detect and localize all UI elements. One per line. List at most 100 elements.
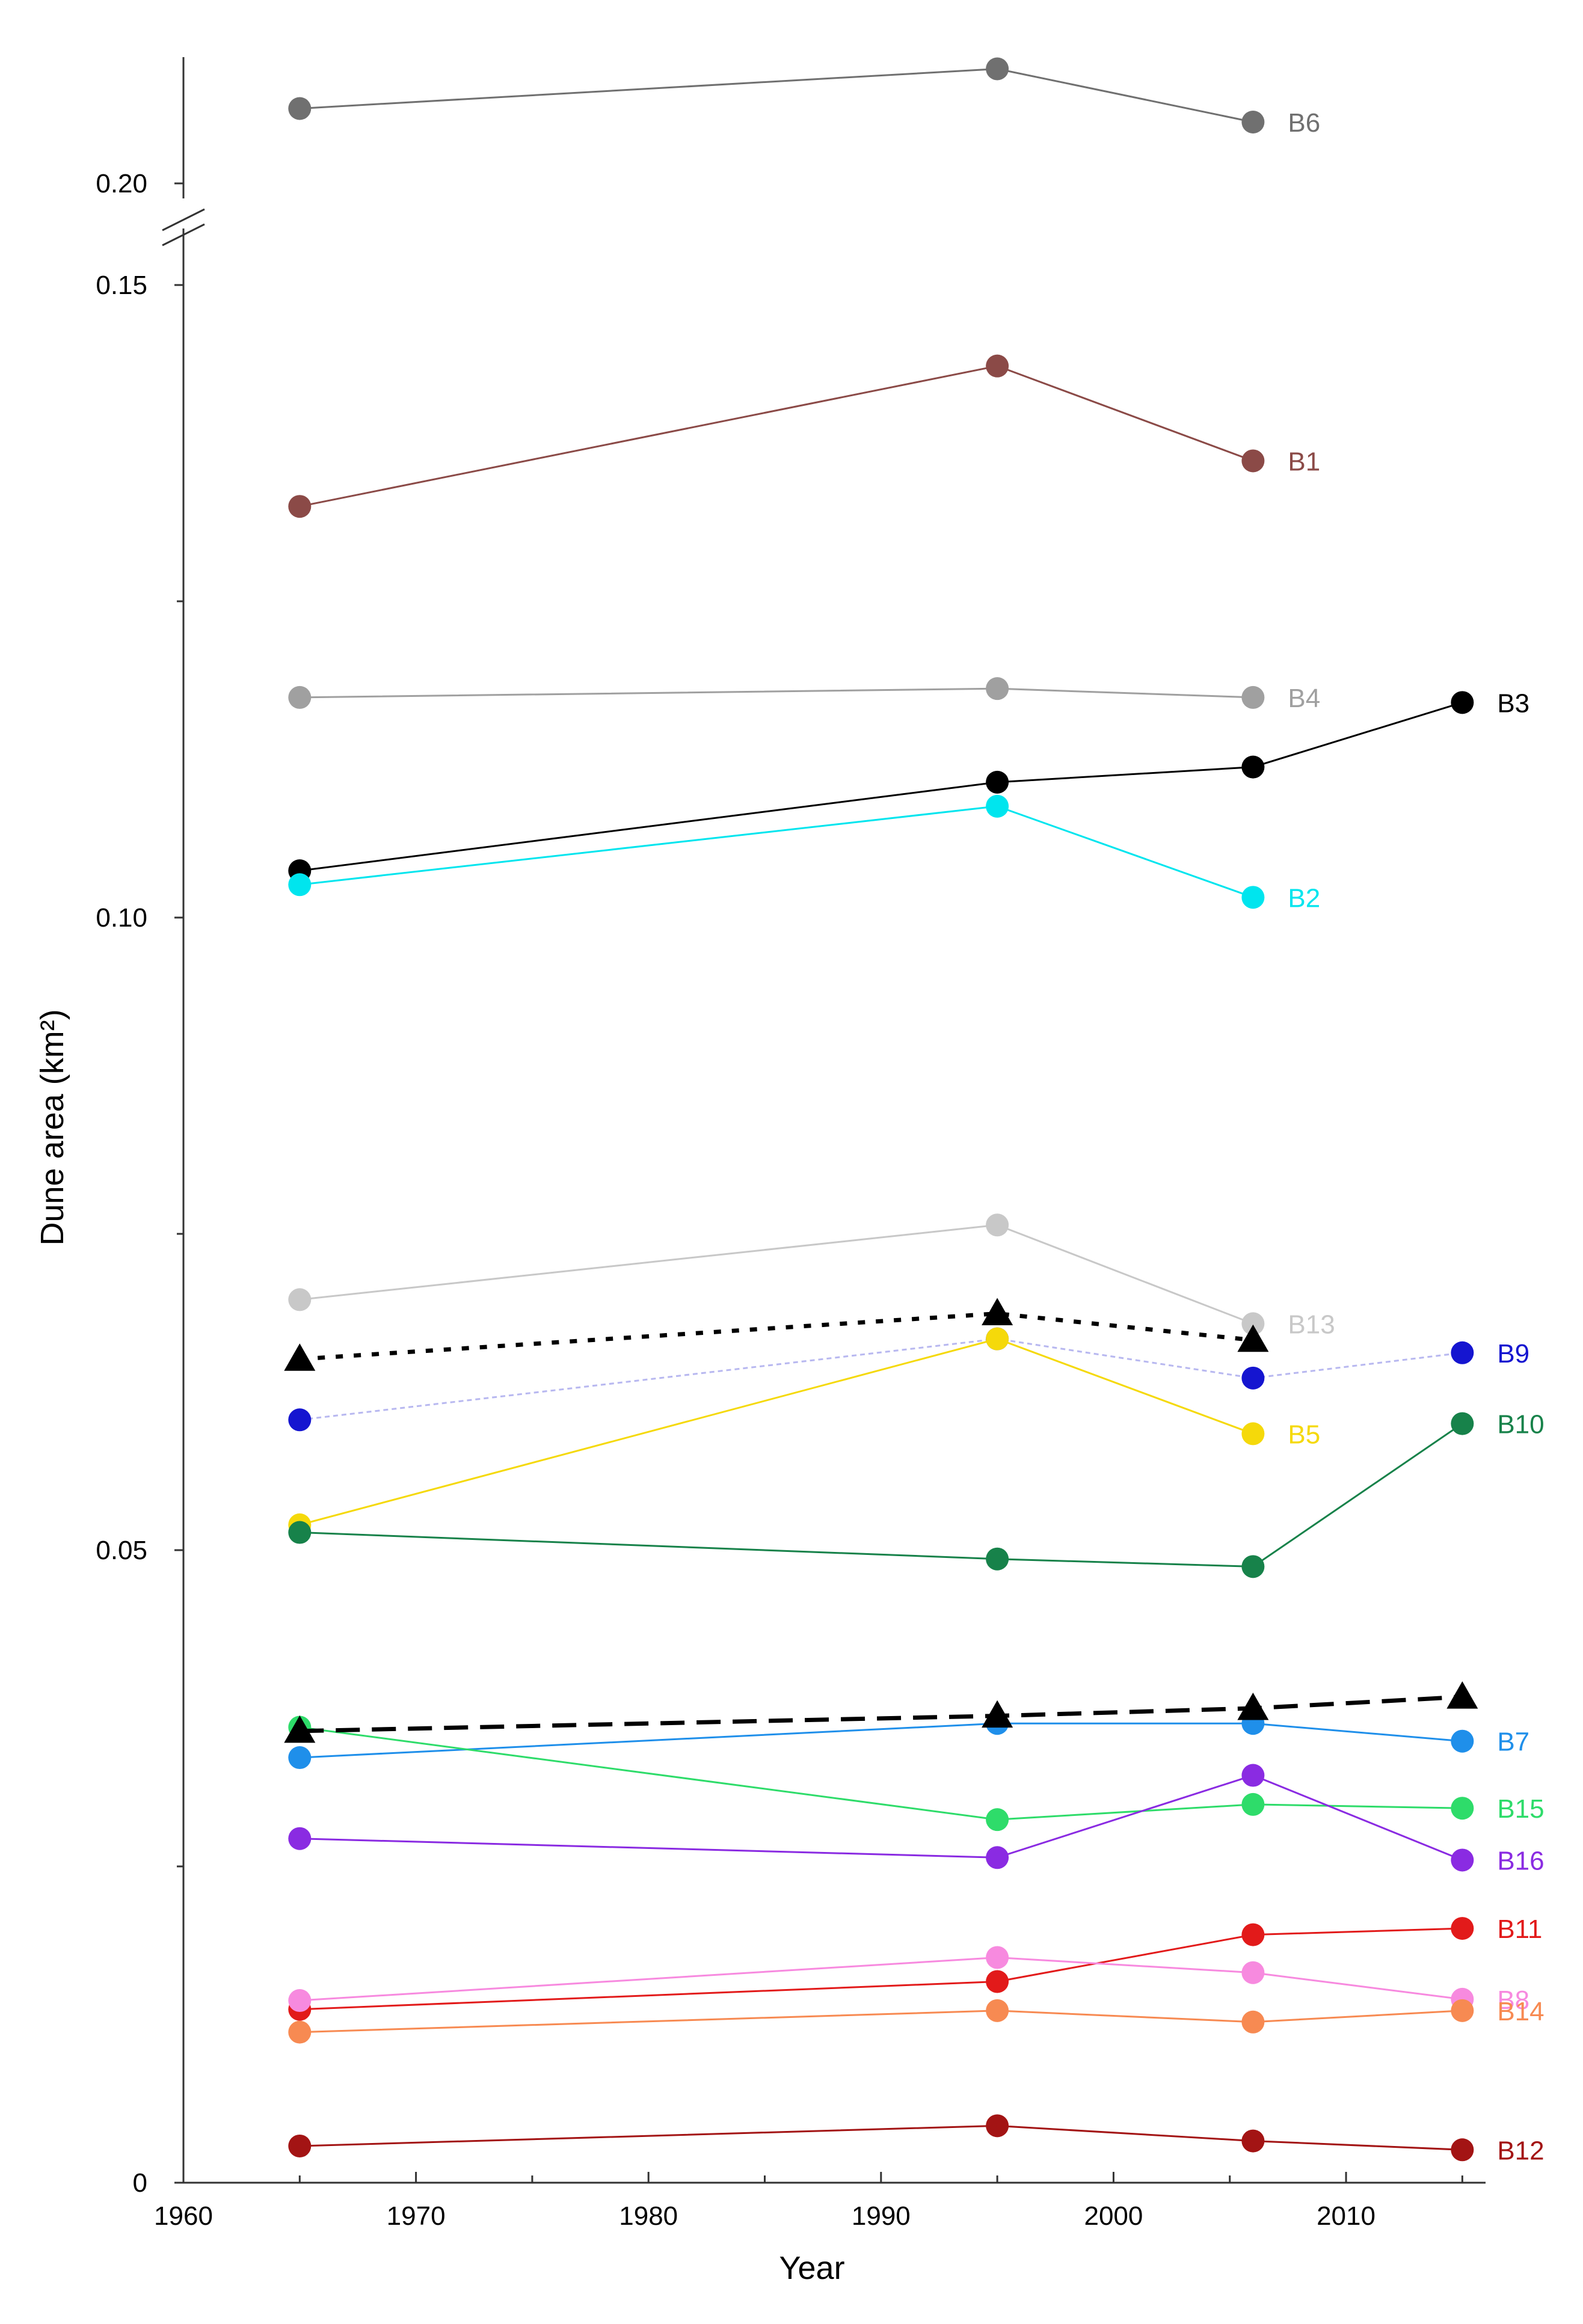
data-point	[1241, 1422, 1265, 1446]
data-point	[288, 97, 312, 120]
series-label-b3: B3	[1497, 688, 1529, 718]
series-mean-upper-dunes-	[284, 1298, 1269, 1371]
data-point	[986, 1970, 1009, 1993]
series-line	[300, 2010, 1463, 2034]
y-tick-label: 0.10	[96, 903, 147, 933]
data-point	[288, 1408, 312, 1432]
series-line	[300, 1694, 1463, 1734]
data-point	[1241, 1961, 1265, 1984]
series-mean-lower-dunes-	[284, 1681, 1478, 1743]
series-label-b4: B4	[1288, 684, 1320, 713]
series-label-b6: B6	[1288, 108, 1320, 138]
x-tick-label-1970: 1970	[387, 2201, 446, 2231]
x-tick-label-1990: 1990	[852, 2201, 911, 2231]
y-tick-label: 0.20	[96, 169, 147, 198]
series-b5	[288, 1327, 1265, 1536]
series-b6	[288, 57, 1265, 133]
data-point	[1241, 449, 1265, 473]
data-point	[986, 1327, 1009, 1351]
data-point	[986, 1946, 1009, 1969]
data-point	[986, 1999, 1009, 2022]
data-point	[1241, 1366, 1265, 1390]
data-point	[1237, 1324, 1269, 1352]
series-label-b16: B16	[1497, 1846, 1544, 1875]
data-point	[1237, 1693, 1269, 1720]
series-b4	[288, 677, 1265, 709]
data-point	[1451, 2138, 1474, 2162]
series-b14	[288, 1999, 1474, 2044]
data-point	[1451, 1341, 1474, 1364]
axes: 1960 1970 1980 1990 2000 2010 0 0.05 0.10 0.15 0.…	[96, 57, 1486, 2231]
data-point	[1451, 1797, 1474, 1820]
series-label-b9: B9	[1497, 1339, 1529, 1369]
data-point	[982, 1700, 1013, 1728]
x-tick-label-1960: 1960	[154, 2201, 213, 2231]
series-line	[300, 1726, 1463, 1821]
data-point	[288, 1827, 312, 1850]
series-layer	[284, 57, 1478, 2162]
data-point	[982, 1298, 1013, 1326]
y-axis-title: Dune area (km²)	[34, 1009, 70, 1245]
series-line	[300, 1927, 1463, 2011]
series-b16	[288, 1764, 1474, 1872]
series-label-b12: B12	[1497, 2136, 1544, 2165]
series-line	[300, 1956, 1463, 2002]
data-point	[284, 1343, 316, 1371]
data-point	[288, 2134, 312, 2157]
series-line	[300, 1774, 1463, 1861]
series-line	[300, 701, 1463, 872]
series-label-b15: B15	[1497, 1794, 1544, 1824]
series-b7	[288, 1712, 1474, 1770]
series-b15	[288, 1715, 1474, 1832]
series-b10	[288, 1412, 1474, 1578]
data-point	[1241, 111, 1265, 133]
y-tick-label: 0	[133, 2168, 147, 2198]
data-point	[288, 2020, 312, 2044]
data-point	[288, 495, 312, 518]
series-line	[300, 1338, 1463, 1421]
data-point	[1451, 1412, 1474, 1435]
data-point	[986, 57, 1009, 81]
data-point	[1241, 2129, 1265, 2153]
data-point	[288, 1746, 312, 1770]
series-b13	[288, 1213, 1265, 1335]
series-label-b10: B10	[1497, 1410, 1544, 1439]
y-tick-label: 0.05	[96, 1536, 147, 1565]
series-b3	[288, 691, 1474, 883]
data-point	[1451, 691, 1474, 714]
x-tick-label-2010: 2010	[1317, 2201, 1376, 2231]
data-point	[1241, 1555, 1265, 1578]
data-point	[986, 1846, 1009, 1869]
series-line	[300, 1423, 1463, 1568]
series-label-b11: B11	[1497, 1915, 1542, 1944]
series-label-b14: B14	[1497, 1997, 1544, 2026]
data-point	[1241, 2010, 1265, 2034]
series-line	[300, 1722, 1463, 1759]
data-point	[1241, 1923, 1265, 1946]
series-b12	[288, 2114, 1474, 2162]
series-line	[300, 1311, 1253, 1361]
y-tick-label: 0.15	[96, 271, 147, 300]
series-label-b7: B7	[1497, 1728, 1529, 1757]
data-point	[1451, 1999, 1474, 2022]
data-point	[986, 770, 1009, 794]
x-axis-title: Year	[779, 2250, 844, 2286]
series-line	[300, 67, 1253, 123]
data-point	[1446, 1681, 1478, 1709]
x-tick-label-1980: 1980	[619, 2201, 678, 2231]
axis-break-marker	[162, 208, 205, 247]
data-point	[986, 1547, 1009, 1571]
series-line	[300, 2124, 1463, 2151]
data-point	[288, 1989, 312, 2013]
data-point	[288, 1288, 312, 1311]
series-line	[300, 365, 1253, 507]
data-point	[1241, 886, 1265, 909]
series-label-b2: B2	[1288, 883, 1320, 913]
data-point	[1241, 1312, 1265, 1335]
data-point	[986, 677, 1009, 701]
data-point	[986, 794, 1009, 818]
data-point	[986, 2114, 1009, 2138]
data-point	[1241, 1764, 1265, 1787]
